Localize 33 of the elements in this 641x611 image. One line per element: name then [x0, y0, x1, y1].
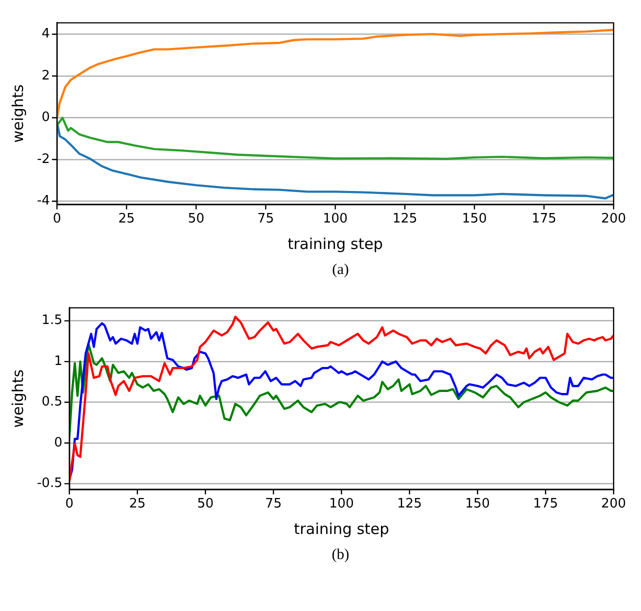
y-tick-label: 0.5 [42, 394, 62, 410]
y-axis-title: weights [8, 369, 27, 428]
y-tick-label: 0 [54, 435, 62, 450]
x-tick-label: 25 [129, 496, 146, 512]
x-tick-label: 100 [329, 496, 354, 512]
text: (a) [331, 261, 350, 280]
y-tick-label: 4 [42, 26, 50, 42]
y-tick-label: -4 [36, 194, 50, 209]
text: (b) [330, 546, 350, 565]
x-tick-label: 50 [188, 212, 204, 227]
x-tick-label: 0 [65, 496, 74, 512]
x-tick-label: 150 [462, 212, 487, 227]
y-tick-label: -0.5 [36, 476, 62, 492]
x-axis-title: training step [288, 234, 383, 253]
x-tick-label: 75 [265, 496, 282, 512]
y-tick-label: 2 [42, 68, 50, 84]
x-tick-label: 200 [601, 212, 626, 227]
y-tick-label: 0 [42, 110, 50, 126]
y-tick-label: 1.5 [42, 313, 62, 328]
x-tick-label: 25 [118, 212, 135, 227]
y-axis-title: weights [8, 84, 27, 143]
y-tick-label: -2 [36, 152, 50, 167]
x-tick-label: 175 [532, 212, 556, 227]
x-tick-label: 150 [465, 496, 490, 512]
x-tick-label: 100 [322, 212, 348, 227]
x-axis-title: training step [294, 520, 390, 538]
x-tick-label: 175 [533, 496, 558, 512]
x-tick-label: 125 [397, 496, 422, 512]
x-tick-label: 75 [257, 212, 274, 227]
x-tick-label: 50 [197, 496, 214, 512]
x-tick-label: 125 [392, 212, 418, 227]
x-tick-label: 200 [601, 496, 626, 512]
y-tick-label: 1 [54, 354, 62, 369]
